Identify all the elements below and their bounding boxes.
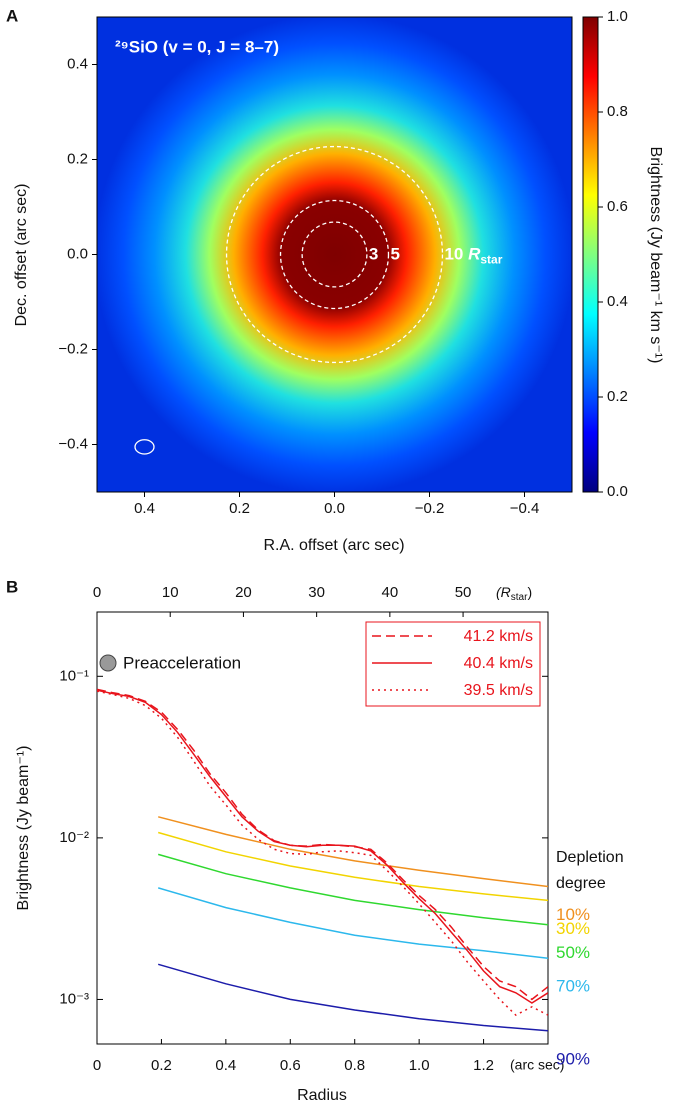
circle-label-text: 5	[390, 245, 399, 264]
y-tick-label: 0.4	[67, 55, 88, 72]
rstar-circle	[279, 199, 390, 310]
chart-title: ²⁹SiO (v = 0, J = 8–7)	[115, 37, 279, 56]
y-axis-label: Brightness (Jy beam⁻¹)	[15, 746, 32, 911]
colorbar-tick-label: 0.2	[607, 388, 628, 405]
x2-axis-unit: (Rstar)	[496, 584, 532, 603]
x-tick-label: 0.2	[151, 1057, 172, 1074]
x-tick-label: 0.6	[280, 1057, 301, 1074]
y-tick-label: 10⁻²	[59, 829, 89, 846]
model-line	[157, 853, 548, 926]
rstar-circle	[225, 145, 444, 364]
x-tick-label: 0.8	[344, 1057, 365, 1074]
x2-tick-label: 40	[382, 584, 399, 601]
x2-tick-label: 0	[93, 584, 101, 601]
circle-label-number: 10	[444, 245, 468, 264]
unit-suffix: )	[527, 584, 532, 600]
legend-label: 41.2 km/s	[464, 628, 533, 645]
colorbar-tick-label: 1.0	[607, 8, 628, 25]
x2-tick-label: 20	[235, 584, 252, 601]
y-tick-label: 10⁻³	[59, 990, 89, 1007]
annotation: Preacceleration	[123, 653, 241, 672]
model-label: 90%	[556, 1049, 590, 1068]
x2-tick-label: 30	[308, 584, 325, 601]
colorbar-tick-label: 0.8	[607, 103, 628, 120]
beam	[134, 439, 155, 455]
model-line	[157, 887, 548, 959]
x-tick-label: 0.4	[215, 1057, 236, 1074]
x-tick-label: 1.2	[473, 1057, 494, 1074]
x2-tick-label: 50	[455, 584, 472, 601]
colorbar	[582, 16, 599, 493]
model-line	[157, 831, 548, 902]
rstar-circle	[301, 221, 368, 288]
x-axis-unit: (arc sec)	[510, 1057, 564, 1073]
x-axis-label: Radius	[297, 1087, 347, 1104]
circle-label-subscript: star	[480, 253, 502, 267]
panel-label: B	[6, 577, 18, 596]
model-line	[158, 816, 548, 888]
data-line	[97, 688, 548, 1001]
panel-label: A	[6, 6, 18, 25]
y-tick-label: 0.0	[67, 245, 88, 262]
circle-label: 3	[369, 245, 378, 264]
model-label: 30%	[556, 919, 590, 938]
data-line	[97, 690, 548, 1017]
model-line	[157, 963, 548, 1032]
circle-label-symbol: R	[468, 245, 481, 264]
x-axis-label: R.A. offset (arc sec)	[263, 537, 404, 554]
colorbar-tick-label: 0.0	[607, 483, 628, 500]
x-tick-label: 0.0	[324, 500, 345, 517]
unit-text: (R	[496, 584, 511, 600]
preacceleration-marker	[99, 654, 117, 672]
y-tick-label: −0.4	[58, 435, 88, 452]
circle-label: 10 Rstar	[444, 245, 502, 267]
circle-label-text: 3	[369, 245, 378, 264]
intensity-map	[97, 17, 572, 492]
colorbar-tick-label: 0.6	[607, 198, 628, 215]
y-axis-label: Dec. offset (arc sec)	[13, 184, 30, 327]
model-label: 70%	[556, 977, 590, 996]
y-tick-label: 0.2	[67, 150, 88, 167]
circle-label: 5	[390, 245, 399, 264]
data-line	[97, 689, 548, 1004]
x-tick-label: 0.4	[134, 500, 155, 517]
unit-subscript: star	[511, 592, 528, 603]
y-tick-label: −0.2	[58, 340, 88, 357]
model-label: 10%	[556, 905, 590, 924]
x-tick-label: 0.2	[229, 500, 250, 517]
x-tick-label: 1.0	[409, 1057, 430, 1074]
model-label: 50%	[556, 943, 590, 962]
legend-label: 39.5 km/s	[464, 682, 533, 699]
y-tick-label: 10⁻¹	[59, 667, 89, 684]
plot-frame	[96, 611, 549, 1045]
x-tick-label: −0.2	[415, 500, 445, 517]
model-title: Depletion	[556, 849, 624, 866]
colorbar-tick-label: 0.4	[607, 293, 628, 310]
model-title: degree	[556, 875, 606, 892]
x-tick-label: −0.4	[510, 500, 540, 517]
legend-label: 40.4 km/s	[464, 655, 533, 672]
colorbar-label: Brightness (Jy beam⁻¹ km s⁻¹)	[647, 147, 664, 364]
x-tick-label: 0	[93, 1057, 101, 1074]
x2-tick-label: 10	[162, 584, 179, 601]
